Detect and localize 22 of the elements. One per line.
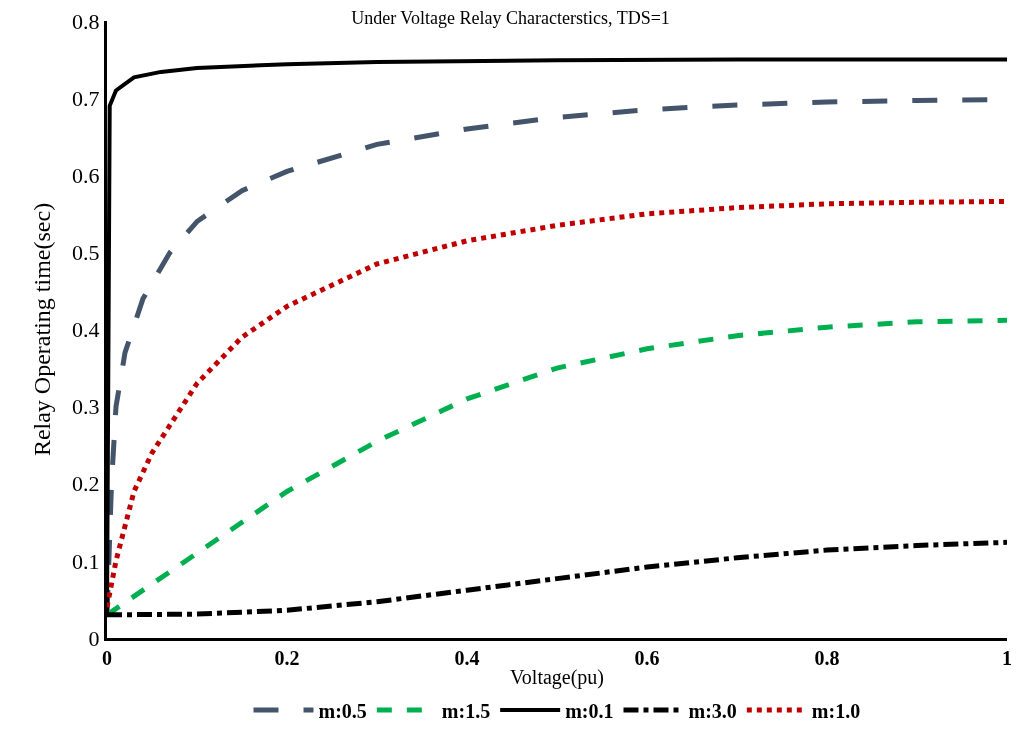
legend-label: m:1.0 xyxy=(811,699,861,722)
x-tick-label: 0.4 xyxy=(454,647,480,669)
y-tick-label: 0.7 xyxy=(72,85,100,111)
legend-label: m:0.1 xyxy=(565,699,614,722)
y-axis-title: Relay Operating time(sec) xyxy=(29,202,56,457)
y-tick-label: 0 xyxy=(88,625,100,651)
x-tick-label: 0.8 xyxy=(814,647,840,669)
legend-label: m:3.0 xyxy=(688,699,737,722)
chart-title: Under Voltage Relay Characterstics, TDS=1 xyxy=(351,7,670,28)
x-axis-title: Voltage(pu) xyxy=(509,665,605,689)
y-tick-label: 0.3 xyxy=(72,394,100,420)
x-tick-label: 0.6 xyxy=(634,647,660,669)
y-tick-label: 0.8 xyxy=(72,8,100,34)
y-tick-label: 0.6 xyxy=(72,162,100,188)
y-tick-label: 0.4 xyxy=(72,317,100,343)
y-tick-label: 0.5 xyxy=(72,240,100,266)
x-tick-label: 0.2 xyxy=(274,647,300,669)
legend-label: m:0.5 xyxy=(318,699,367,722)
y-tick-label: 0.1 xyxy=(72,548,100,574)
y-tick-label: 0.2 xyxy=(72,471,100,497)
legend-label: m:1.5 xyxy=(441,699,491,722)
x-tick-label: 1 xyxy=(1002,647,1012,669)
